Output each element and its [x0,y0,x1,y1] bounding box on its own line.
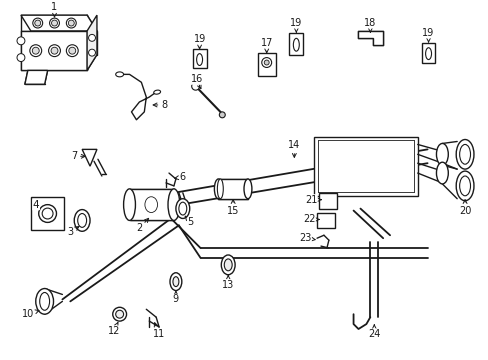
Ellipse shape [455,140,473,169]
Ellipse shape [170,273,182,291]
Circle shape [48,45,61,57]
Text: 11: 11 [153,323,165,339]
Ellipse shape [146,199,156,211]
Ellipse shape [42,208,53,219]
Bar [129,189,174,220]
Circle shape [88,35,95,41]
Polygon shape [82,149,97,166]
Text: 8: 8 [153,100,167,110]
Ellipse shape [123,189,135,220]
Polygon shape [25,71,47,84]
Circle shape [51,47,58,54]
Circle shape [30,45,41,57]
Text: 3: 3 [67,226,79,237]
Polygon shape [21,15,97,31]
Text: 19: 19 [193,34,205,49]
Circle shape [261,58,271,67]
Text: 4: 4 [33,200,40,210]
Bar [421,43,435,63]
Circle shape [32,47,39,54]
Bar [31,197,64,230]
Ellipse shape [436,143,447,165]
Text: 20: 20 [458,200,470,216]
Circle shape [51,20,58,26]
Ellipse shape [217,179,223,199]
Ellipse shape [39,204,57,222]
Ellipse shape [148,201,154,208]
Text: 22: 22 [302,215,319,224]
Text: 19: 19 [422,28,434,42]
Text: 24: 24 [367,325,380,339]
Text: 1: 1 [51,2,58,17]
Bar [289,33,303,55]
Ellipse shape [224,259,232,271]
Circle shape [33,18,42,28]
Text: 10: 10 [21,309,39,319]
Ellipse shape [113,307,126,321]
Ellipse shape [459,176,469,196]
Ellipse shape [196,54,202,66]
Circle shape [69,47,76,54]
Circle shape [88,49,95,56]
Ellipse shape [221,255,235,275]
Text: 7: 7 [71,151,85,161]
Circle shape [66,45,78,57]
Ellipse shape [214,179,222,199]
Circle shape [264,60,268,65]
Text: 6: 6 [174,172,185,182]
Polygon shape [87,15,97,71]
Text: 21: 21 [305,195,321,205]
Bar [313,136,417,196]
Text: 17: 17 [260,38,272,53]
Ellipse shape [78,213,86,228]
Text: 2: 2 [136,219,148,233]
Ellipse shape [144,197,157,212]
Circle shape [191,82,199,90]
Ellipse shape [459,144,469,164]
Text: 15: 15 [226,200,239,216]
Text: 9: 9 [172,291,179,305]
Circle shape [17,37,25,45]
Ellipse shape [244,179,251,199]
Ellipse shape [455,171,473,201]
Bar [257,53,275,76]
Ellipse shape [425,48,430,59]
Ellipse shape [436,162,447,184]
Circle shape [66,18,76,28]
Ellipse shape [179,202,186,215]
Text: 19: 19 [289,18,302,32]
Bar [218,179,247,199]
Ellipse shape [153,90,160,94]
Text: 23: 23 [298,233,315,243]
Ellipse shape [40,292,49,310]
Circle shape [35,20,41,26]
Ellipse shape [173,277,179,287]
Text: 18: 18 [364,18,376,32]
Ellipse shape [36,288,53,314]
Ellipse shape [74,210,90,231]
Text: 13: 13 [222,276,234,289]
Ellipse shape [116,310,123,318]
Text: 16: 16 [190,74,203,89]
Ellipse shape [293,39,299,51]
Ellipse shape [116,72,123,77]
Ellipse shape [176,199,189,219]
Polygon shape [358,31,383,45]
Text: 5: 5 [185,216,193,228]
Polygon shape [21,31,87,71]
Bar [316,212,334,228]
Text: 14: 14 [287,140,300,157]
Text: 12: 12 [107,323,120,336]
Bar [192,49,206,68]
Circle shape [68,20,74,26]
Ellipse shape [168,189,180,220]
Bar [318,193,336,208]
Circle shape [17,54,25,62]
Circle shape [49,18,60,28]
Circle shape [219,112,225,118]
